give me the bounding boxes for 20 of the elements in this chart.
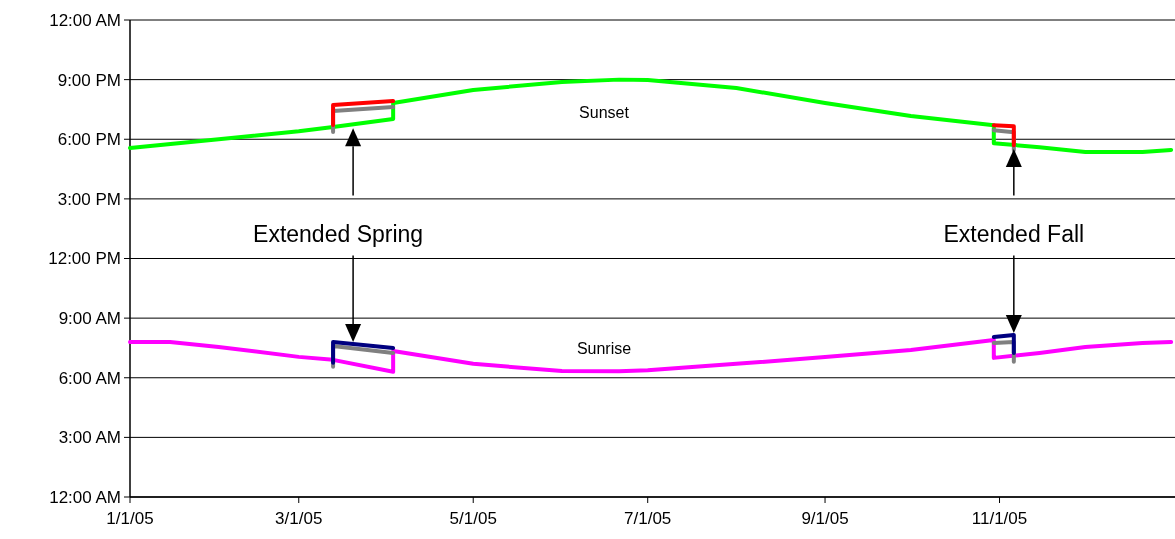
x-tick-label: 7/1/05 — [624, 509, 672, 528]
x-tick-label: 11/1/05 — [971, 509, 1028, 528]
y-tick-label: 6:00 AM — [58, 368, 121, 388]
line-series — [128, 337, 1174, 374]
y-tick-label: 9:00 AM — [58, 309, 121, 329]
x-tick-label: 9/1/05 — [801, 509, 849, 528]
annotation: Extended Spring — [253, 220, 424, 247]
x-tick-label: 5/1/05 — [449, 509, 497, 528]
y-tick-label: 9:00 PM — [57, 70, 121, 90]
y-tick-label: 3:00 PM — [57, 189, 121, 209]
series-label: Sunset — [579, 104, 630, 122]
y-tick-label: 6:00 PM — [57, 130, 121, 150]
y-tick-label: 12:00 AM — [49, 10, 121, 30]
series-label: Sunrise — [576, 339, 632, 357]
x-tick-label: 3/1/05 — [275, 509, 323, 528]
annotation: Extended Fall — [943, 220, 1085, 247]
y-tick-label: 12:00 PM — [48, 249, 121, 269]
y-tick-label: 12:00 AM — [49, 487, 121, 507]
y-tick-label: 3:00 AM — [58, 428, 121, 448]
x-tick-label: 1/1/05 — [106, 509, 154, 528]
